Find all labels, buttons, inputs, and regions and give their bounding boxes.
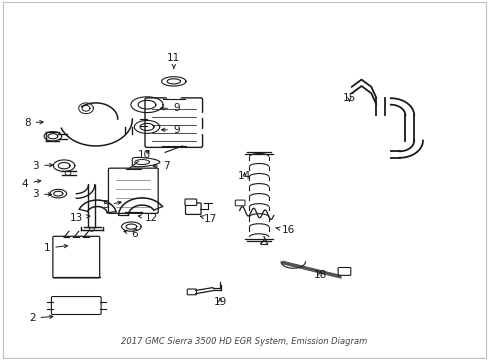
Text: 19: 19	[213, 297, 226, 307]
Circle shape	[142, 179, 149, 184]
Text: 11: 11	[167, 53, 180, 69]
Text: 8: 8	[24, 118, 43, 128]
Circle shape	[201, 113, 209, 118]
Circle shape	[142, 192, 149, 197]
Text: 6: 6	[123, 229, 138, 239]
Text: 2: 2	[29, 313, 53, 323]
Text: 3: 3	[32, 161, 53, 171]
FancyBboxPatch shape	[187, 289, 196, 295]
Circle shape	[59, 303, 66, 309]
Circle shape	[86, 303, 94, 309]
Circle shape	[61, 246, 73, 254]
Text: 16: 16	[276, 225, 294, 235]
FancyBboxPatch shape	[235, 200, 244, 206]
FancyBboxPatch shape	[337, 267, 350, 275]
Circle shape	[73, 260, 79, 265]
Circle shape	[166, 90, 181, 100]
Text: 7: 7	[153, 161, 169, 171]
Circle shape	[201, 129, 209, 134]
Text: 14: 14	[237, 171, 251, 181]
Text: 13: 13	[69, 213, 90, 222]
Circle shape	[89, 228, 94, 231]
Circle shape	[79, 246, 91, 254]
Circle shape	[139, 189, 152, 199]
Circle shape	[118, 179, 124, 184]
FancyBboxPatch shape	[53, 236, 100, 278]
FancyBboxPatch shape	[185, 203, 201, 215]
Circle shape	[118, 192, 124, 197]
Circle shape	[72, 303, 80, 309]
Text: 17: 17	[200, 215, 217, 224]
Text: 9: 9	[161, 125, 179, 135]
Circle shape	[82, 248, 88, 252]
Circle shape	[169, 92, 177, 98]
Circle shape	[65, 171, 71, 175]
Text: 12: 12	[138, 213, 158, 222]
Text: 1: 1	[43, 243, 67, 253]
Circle shape	[114, 177, 128, 187]
Circle shape	[139, 177, 152, 187]
Circle shape	[265, 239, 271, 244]
Circle shape	[70, 258, 82, 267]
Text: 3: 3	[32, 189, 51, 199]
Text: 2017 GMC Sierra 3500 HD EGR System, Emission Diagram: 2017 GMC Sierra 3500 HD EGR System, Emis…	[121, 337, 367, 346]
FancyBboxPatch shape	[108, 168, 158, 213]
Circle shape	[246, 239, 252, 244]
Circle shape	[64, 248, 70, 252]
FancyBboxPatch shape	[51, 297, 101, 315]
Text: 18: 18	[313, 270, 326, 280]
FancyBboxPatch shape	[145, 98, 202, 147]
Text: 15: 15	[342, 93, 355, 103]
Circle shape	[114, 189, 128, 199]
Text: 5: 5	[102, 200, 121, 210]
FancyBboxPatch shape	[184, 199, 196, 206]
Text: 10: 10	[138, 150, 151, 160]
Text: 9: 9	[160, 103, 179, 113]
Bar	[369, 105, 377, 108]
Text: 4: 4	[22, 179, 41, 189]
